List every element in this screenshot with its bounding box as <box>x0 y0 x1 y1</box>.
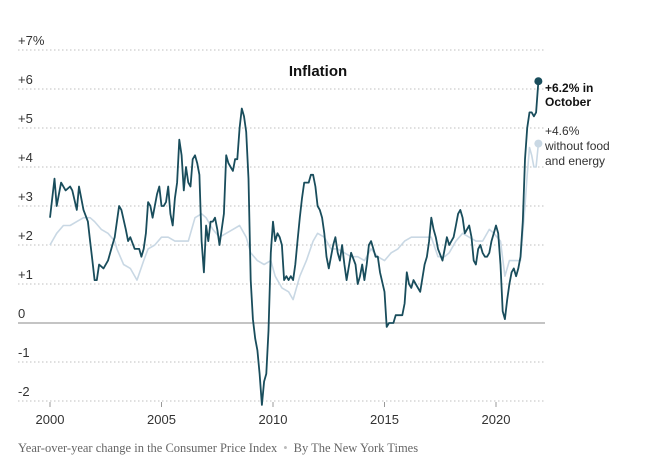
core-label-line1: +4.6% <box>545 124 580 138</box>
core-label-line3: and energy <box>545 154 605 168</box>
x-axis-tick-labels: 2000 2005 2010 2015 2020 <box>36 402 511 427</box>
y-tick-label: -2 <box>18 384 30 399</box>
grid-lines <box>18 49 545 402</box>
y-tick-label: +4 <box>18 150 33 165</box>
x-tick-label: 2020 <box>482 412 511 427</box>
core-label-line2: without food <box>544 139 610 153</box>
y-tick-label: +6 <box>18 72 33 87</box>
x-tick-label: 2000 <box>36 412 65 427</box>
caption-separator: • <box>283 441 288 455</box>
y-axis-tick-labels: +7% +6 +5 +4 +3 +2 +1 0 -1 -2 <box>18 33 45 399</box>
x-tick-label: 2010 <box>259 412 288 427</box>
y-tick-label: +5 <box>18 111 33 126</box>
headline-label-line1: +6.2% in <box>545 81 593 95</box>
core-cpi-endpoint <box>534 139 543 148</box>
y-tick-label: +2 <box>18 228 33 243</box>
chart-title: Inflation <box>289 63 347 80</box>
headline-label-line2: October <box>545 95 591 109</box>
chart-caption: Year-over-year change in the Consumer Pr… <box>18 441 418 456</box>
y-tick-label: 0 <box>18 306 25 321</box>
headline-cpi-endpoint <box>534 77 543 86</box>
credit-note: By The New York Times <box>293 441 419 455</box>
y-tick-label: +3 <box>18 189 33 204</box>
y-tick-label: -1 <box>18 345 30 360</box>
x-tick-label: 2015 <box>370 412 399 427</box>
x-tick-label: 2005 <box>147 412 176 427</box>
source-note: Year-over-year change in the Consumer Pr… <box>18 441 278 455</box>
y-tick-label: +1 <box>18 267 33 282</box>
headline-cpi-line <box>49 81 540 406</box>
headline-annotation: +6.2% in October <box>545 81 593 109</box>
y-tick-label: +7% <box>18 33 45 48</box>
core-annotation: +4.6% without food and energy <box>544 124 610 168</box>
core-cpi-line <box>49 143 540 301</box>
